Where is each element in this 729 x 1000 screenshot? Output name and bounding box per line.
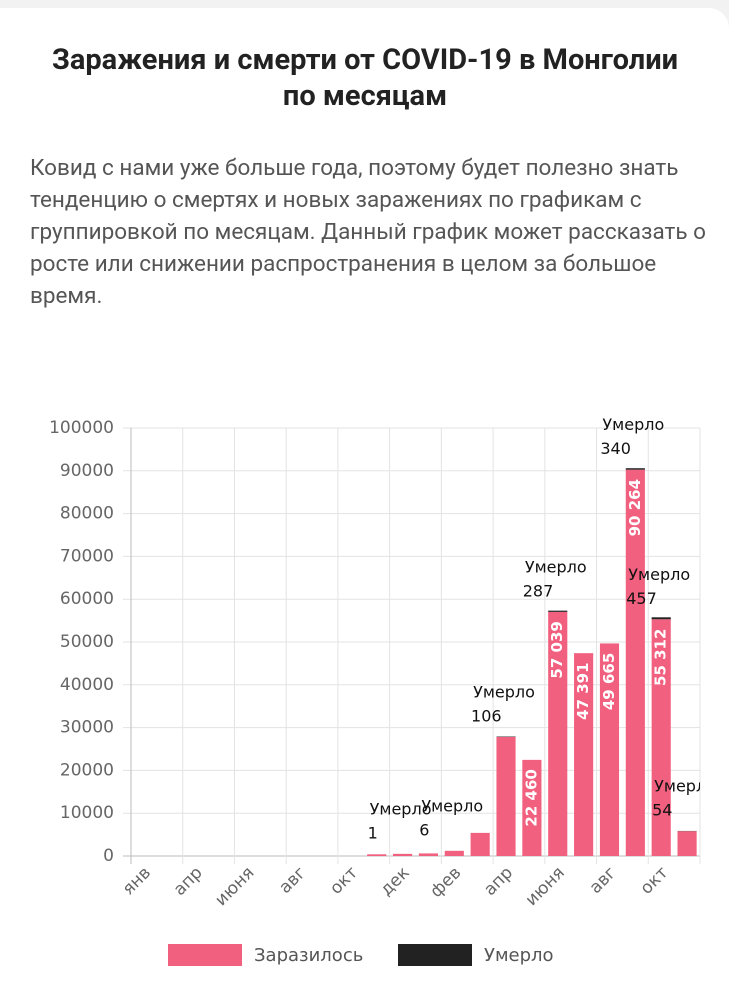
annotation-name: Умерло bbox=[602, 415, 664, 434]
data-label: 287 bbox=[523, 581, 554, 600]
y-tick-label: 30000 bbox=[60, 718, 114, 738]
bar bbox=[574, 653, 594, 856]
annotation-name: Умерло bbox=[370, 799, 432, 818]
annotation-name: Умерло bbox=[525, 557, 587, 576]
data-label: 90 264 bbox=[626, 479, 644, 536]
y-tick-label: 10000 bbox=[60, 803, 114, 823]
x-tick-label: июня bbox=[522, 863, 569, 910]
description: Ковид с нами уже больше года, поэтому бу… bbox=[30, 155, 706, 309]
x-tick-label: авг bbox=[586, 863, 621, 898]
annotation-name: Умерло bbox=[628, 565, 690, 584]
bars: 22 460 57 039 47 391 49 665 90 264 55 312 bbox=[367, 468, 697, 856]
bar bbox=[392, 853, 413, 856]
x-tick-label: окт bbox=[326, 863, 362, 899]
legend: Заразилось Умерло bbox=[168, 944, 554, 966]
y-tick-label: 50000 bbox=[60, 632, 114, 652]
bar bbox=[548, 610, 568, 612]
data-label: 54 bbox=[652, 801, 672, 820]
bar bbox=[625, 468, 645, 470]
y-tick-label: 60000 bbox=[60, 589, 114, 609]
bar bbox=[522, 759, 542, 856]
legend-label: Заразилось bbox=[254, 945, 363, 966]
y-tick-label: 90000 bbox=[60, 461, 114, 481]
bar bbox=[470, 832, 490, 856]
annotation-name: Умерло bbox=[654, 777, 716, 796]
bar bbox=[651, 617, 671, 620]
y-tick-label: 40000 bbox=[60, 675, 114, 695]
y-tick-label: 80000 bbox=[60, 504, 114, 524]
bar bbox=[496, 737, 516, 856]
x-tick-label: фев bbox=[426, 863, 465, 902]
bar bbox=[651, 619, 671, 856]
annotation-name: Умерло bbox=[473, 683, 535, 702]
y-tick-label: 70000 bbox=[60, 546, 114, 566]
x-tick-label: дек bbox=[377, 863, 414, 900]
y-tick-label: 20000 bbox=[60, 760, 114, 780]
data-label: 1 bbox=[368, 823, 378, 842]
y-tick-label: 100000 bbox=[49, 418, 114, 438]
data-label: 55 312 bbox=[652, 629, 670, 686]
annotations: Умерло 1 Умерло 6 Умерло 106 Умерло 287 Умерло 34… bbox=[368, 415, 716, 842]
x-tick-label: апр bbox=[170, 863, 207, 900]
data-label: 6 bbox=[419, 820, 429, 839]
x-tick-label: авг bbox=[275, 863, 310, 898]
legend-label: Умерло bbox=[484, 945, 554, 966]
bar bbox=[444, 850, 464, 856]
bar bbox=[418, 853, 439, 856]
data-label: 22 460 bbox=[522, 769, 540, 826]
title: Заражения и смерти от COVID-19 в Монголи… bbox=[51, 43, 679, 113]
y-tick-label: 0 bbox=[103, 846, 114, 866]
bar bbox=[367, 854, 387, 856]
bar bbox=[625, 469, 645, 856]
annotation-name: Умерло bbox=[421, 796, 483, 815]
data-label: 57 039 bbox=[548, 621, 566, 678]
x-tick-label: окт bbox=[637, 863, 673, 899]
legend-swatch bbox=[398, 944, 472, 966]
legend-swatch bbox=[168, 944, 242, 966]
bar bbox=[548, 611, 568, 856]
bar bbox=[677, 831, 697, 856]
x-tick-label: июня bbox=[211, 863, 258, 910]
data-label: 457 bbox=[626, 589, 657, 608]
data-label: 49 665 bbox=[600, 653, 618, 710]
data-label: 340 bbox=[600, 439, 631, 458]
bar bbox=[599, 643, 620, 856]
x-tick-label: янв bbox=[119, 863, 155, 899]
data-label: 47 391 bbox=[574, 662, 592, 719]
x-tick-label: апр bbox=[480, 863, 517, 900]
data-label: 106 bbox=[471, 707, 502, 726]
